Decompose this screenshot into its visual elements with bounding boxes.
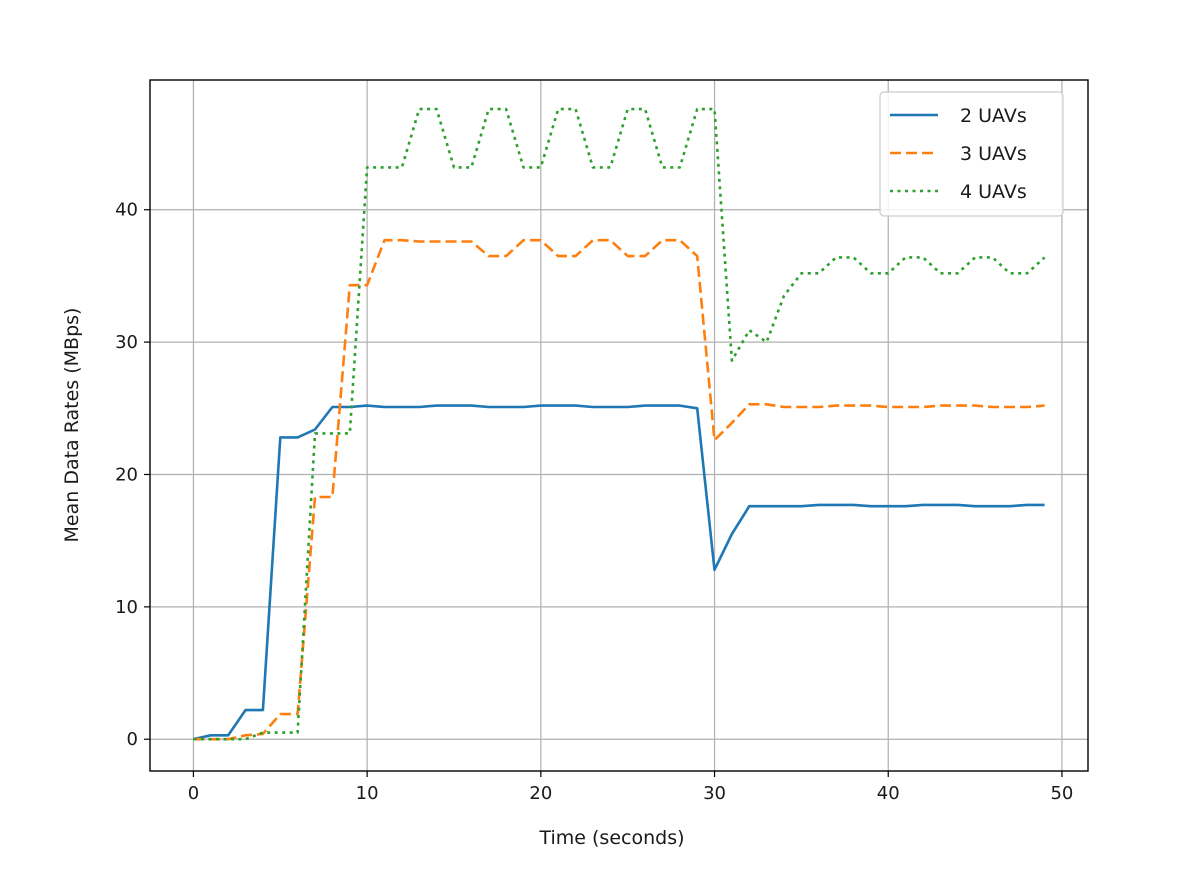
legend-label: 4 UAVs [960,181,1027,203]
series-layer [193,107,1046,741]
legend-label: 3 UAVs [960,143,1027,165]
x-axis-label: Time (seconds) [538,827,684,849]
legend: 2 UAVs 3 UAVs 4 UAVs [879,91,1064,217]
legend-label: 2 UAVs [960,105,1027,127]
x-tick-label: 40 [877,783,900,804]
y-tick-label: 40 [115,200,138,221]
legend-box [879,91,1064,217]
x-tick-label: 30 [703,783,726,804]
x-tick-label: 10 [356,783,379,804]
y-tick-label: 10 [115,597,138,618]
x-tick-label: 50 [1050,783,1073,804]
y-tick-label: 0 [127,729,138,750]
series-line-3-uavs [193,238,1045,741]
y-axis-label: Mean Data Rates (MBps) [61,308,83,543]
series-line-2-uavs [193,404,1045,741]
x-tick-label: 20 [529,783,552,804]
y-tick-label: 30 [115,332,138,353]
ticks: 0 10 20 30 40 50 0 10 20 30 40 [115,200,1073,804]
x-tick-label: 0 [188,783,199,804]
plot-frame [149,79,1089,772]
y-tick-label: 20 [115,464,138,485]
